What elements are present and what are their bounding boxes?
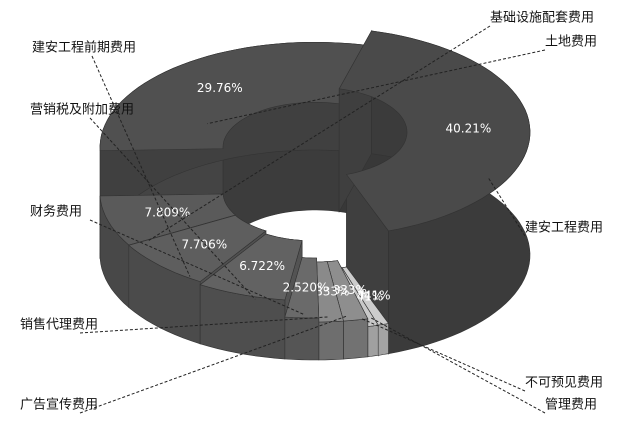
- top-face: [284, 257, 320, 319]
- top-face: [99, 42, 372, 152]
- value-label: 2.520%: [283, 280, 329, 294]
- top-face: [199, 233, 303, 301]
- outer-wall: [343, 318, 369, 360]
- category-label: 土地费用: [545, 35, 597, 50]
- segment: [284, 257, 320, 361]
- leader-line: [207, 49, 546, 125]
- category-label: 建安工程费用: [525, 221, 603, 236]
- leader-line: [147, 25, 491, 242]
- category-label: 管理费用: [545, 398, 597, 413]
- outer-wall: [367, 324, 379, 358]
- leader-line: [91, 55, 191, 277]
- value-label: 6.722%: [239, 259, 285, 273]
- leader-line: [79, 316, 329, 334]
- leader-line: [487, 177, 526, 237]
- value-label: 29.76%: [197, 81, 243, 95]
- outer-wall: [318, 320, 344, 361]
- category-label: 营销税及附加费用: [30, 103, 134, 118]
- outer-wall: [284, 316, 320, 361]
- segment: [199, 233, 303, 360]
- value-label: 7.809%: [145, 206, 191, 220]
- outer-wall: [377, 323, 389, 356]
- top-face: [338, 30, 531, 232]
- category-label: 不可预见费用: [525, 376, 603, 391]
- value-label: 7.706%: [181, 237, 227, 251]
- leader-line: [89, 219, 305, 316]
- category-label: 销售代理费用: [20, 317, 98, 333]
- category-label: 财务费用: [30, 204, 82, 220]
- category-label: 广告宣传费用: [20, 397, 98, 413]
- top-face: [316, 261, 344, 323]
- top-face: [128, 214, 267, 282]
- value-label: 40.21%: [445, 122, 491, 136]
- category-label: 基础设施配套费用: [490, 10, 594, 26]
- category-label: 建安工程前期费用: [32, 40, 136, 56]
- leader-line: [79, 315, 349, 414]
- segment: [338, 29, 531, 355]
- top-face: [326, 260, 369, 322]
- leader-line: [89, 117, 256, 300]
- leader-line: [369, 316, 546, 414]
